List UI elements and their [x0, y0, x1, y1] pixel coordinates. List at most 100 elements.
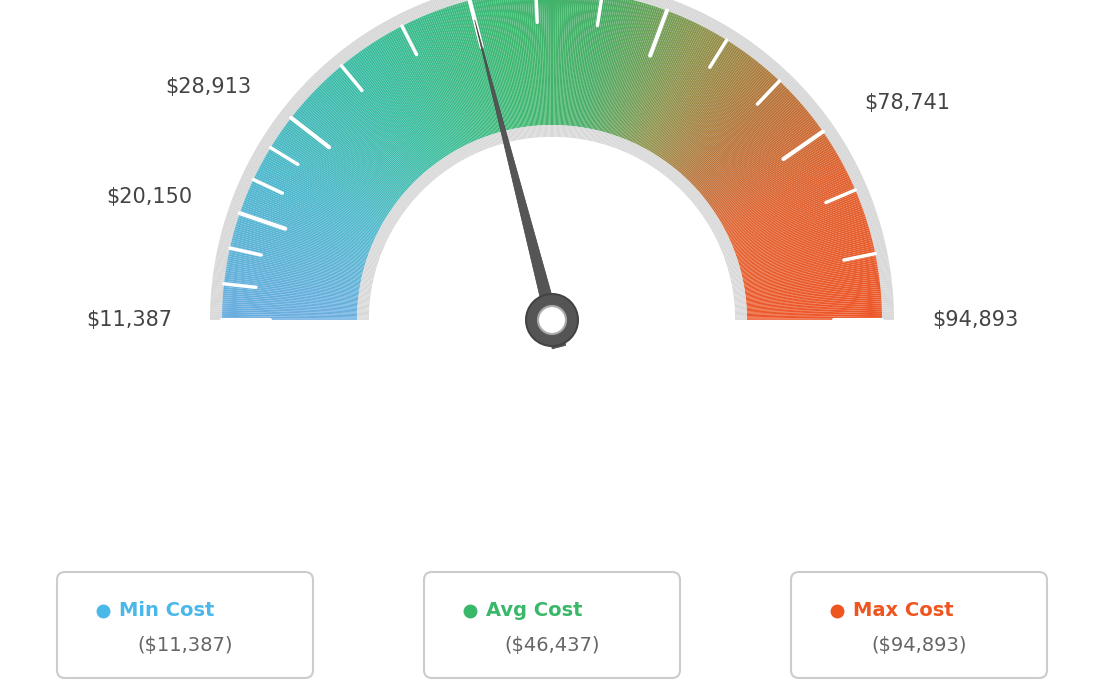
Wedge shape: [320, 83, 416, 181]
Wedge shape: [224, 277, 359, 295]
Polygon shape: [475, 20, 565, 349]
Wedge shape: [379, 230, 390, 237]
Wedge shape: [716, 144, 831, 217]
Wedge shape: [408, 186, 418, 195]
Wedge shape: [285, 106, 295, 115]
Wedge shape: [336, 54, 344, 64]
Wedge shape: [735, 310, 746, 312]
Wedge shape: [358, 304, 370, 306]
Wedge shape: [874, 246, 887, 250]
Wedge shape: [800, 95, 811, 105]
Wedge shape: [563, 126, 565, 137]
Wedge shape: [227, 210, 240, 216]
Wedge shape: [238, 182, 250, 189]
Wedge shape: [650, 35, 720, 152]
Wedge shape: [531, 0, 541, 126]
Wedge shape: [211, 303, 222, 306]
Wedge shape: [648, 154, 656, 165]
Wedge shape: [654, 0, 660, 7]
Wedge shape: [617, 9, 664, 137]
Wedge shape: [272, 122, 283, 131]
Wedge shape: [335, 55, 343, 66]
Wedge shape: [257, 144, 269, 152]
Wedge shape: [466, 1, 502, 132]
Wedge shape: [741, 240, 872, 274]
Wedge shape: [381, 225, 392, 232]
Wedge shape: [329, 75, 422, 176]
Wedge shape: [879, 268, 891, 273]
Wedge shape: [365, 32, 373, 43]
Wedge shape: [701, 108, 806, 196]
Wedge shape: [354, 55, 436, 164]
Wedge shape: [369, 253, 380, 258]
Wedge shape: [734, 299, 746, 302]
Wedge shape: [725, 29, 733, 40]
Wedge shape: [657, 41, 731, 156]
Wedge shape: [731, 276, 742, 280]
Wedge shape: [584, 128, 587, 140]
Wedge shape: [244, 199, 371, 249]
Wedge shape: [358, 310, 369, 312]
Wedge shape: [652, 37, 723, 153]
Wedge shape: [744, 260, 877, 286]
Wedge shape: [734, 308, 746, 310]
Wedge shape: [722, 247, 733, 253]
FancyBboxPatch shape: [57, 572, 314, 678]
Wedge shape: [361, 34, 370, 46]
Wedge shape: [360, 285, 372, 288]
Wedge shape: [411, 8, 417, 20]
Wedge shape: [696, 96, 795, 188]
Wedge shape: [848, 168, 860, 176]
Wedge shape: [747, 318, 882, 320]
Text: ($94,893): ($94,893): [871, 636, 967, 656]
Wedge shape: [364, 267, 376, 271]
Wedge shape: [357, 313, 369, 314]
Wedge shape: [245, 197, 371, 248]
Wedge shape: [460, 148, 467, 159]
Wedge shape: [369, 252, 381, 257]
Wedge shape: [709, 123, 818, 204]
Wedge shape: [734, 204, 862, 253]
Wedge shape: [261, 139, 273, 147]
Wedge shape: [264, 157, 382, 225]
Wedge shape: [413, 182, 423, 191]
Wedge shape: [618, 138, 624, 150]
Wedge shape: [636, 147, 643, 158]
Wedge shape: [221, 230, 233, 236]
Wedge shape: [527, 126, 529, 139]
Wedge shape: [248, 161, 259, 168]
Wedge shape: [693, 92, 793, 186]
Wedge shape: [743, 250, 875, 280]
Wedge shape: [246, 195, 372, 247]
Wedge shape: [651, 156, 659, 167]
Wedge shape: [300, 105, 404, 194]
Wedge shape: [799, 94, 810, 104]
Wedge shape: [877, 260, 889, 264]
Wedge shape: [227, 258, 360, 285]
Wedge shape: [730, 271, 741, 275]
Wedge shape: [241, 210, 368, 256]
Wedge shape: [543, 125, 545, 137]
Wedge shape: [615, 137, 620, 148]
Wedge shape: [881, 297, 893, 299]
Wedge shape: [702, 15, 709, 27]
Wedge shape: [254, 177, 376, 237]
Wedge shape: [659, 162, 668, 172]
Wedge shape: [728, 30, 735, 41]
Wedge shape: [408, 9, 415, 21]
Wedge shape: [246, 165, 258, 172]
Wedge shape: [368, 256, 379, 262]
Wedge shape: [643, 0, 647, 3]
Wedge shape: [815, 114, 826, 123]
Wedge shape: [299, 106, 403, 195]
Wedge shape: [747, 316, 882, 319]
Wedge shape: [711, 128, 821, 208]
Wedge shape: [478, 139, 484, 150]
Wedge shape: [671, 1, 678, 13]
Wedge shape: [677, 177, 686, 186]
Wedge shape: [378, 233, 389, 239]
Wedge shape: [858, 190, 869, 197]
Wedge shape: [384, 219, 395, 227]
Wedge shape: [388, 215, 399, 222]
Wedge shape: [357, 39, 364, 50]
